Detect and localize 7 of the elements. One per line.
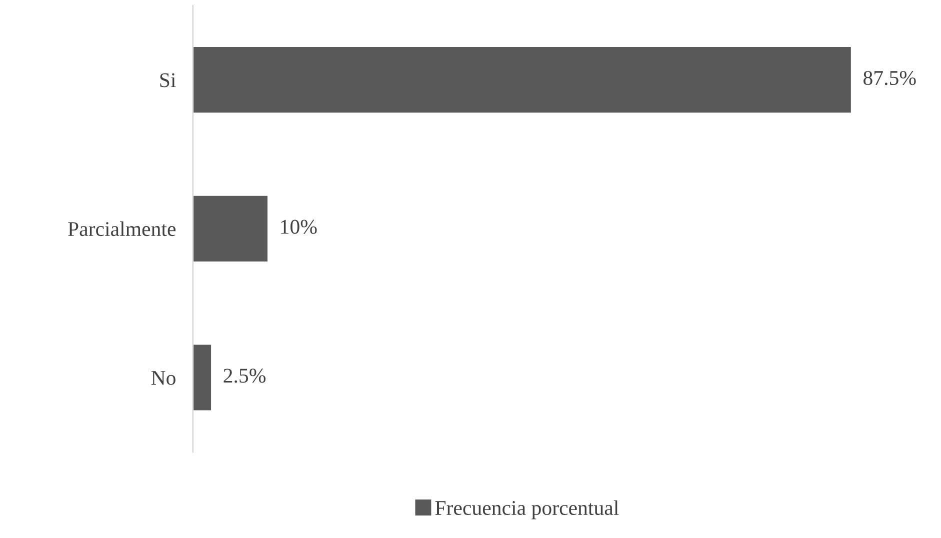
legend-label: Frecuencia porcentual xyxy=(435,500,619,520)
data-label: 2.5% xyxy=(224,368,266,383)
data-label: 87.5% xyxy=(864,70,916,86)
y-tick-label: Si xyxy=(160,73,176,88)
y-tick-label: No xyxy=(151,371,176,385)
y-tick-label: Parcialmente xyxy=(68,221,176,236)
data-label: 10% xyxy=(281,220,317,234)
